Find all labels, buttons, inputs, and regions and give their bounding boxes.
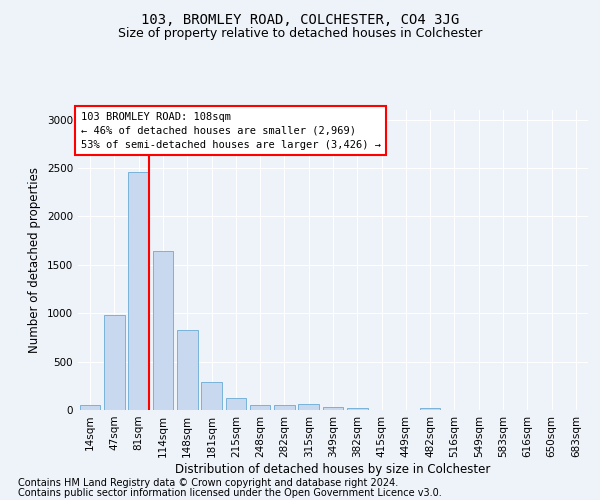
- Bar: [274, 404, 295, 410]
- Bar: [128, 172, 149, 410]
- Text: Size of property relative to detached houses in Colchester: Size of property relative to detached ho…: [118, 28, 482, 40]
- Bar: [104, 315, 125, 410]
- Bar: [80, 405, 100, 410]
- Text: 103, BROMLEY ROAD, COLCHESTER, CO4 3JG: 103, BROMLEY ROAD, COLCHESTER, CO4 3JG: [141, 12, 459, 26]
- Y-axis label: Number of detached properties: Number of detached properties: [28, 167, 41, 353]
- Bar: [347, 408, 368, 410]
- Bar: [323, 407, 343, 410]
- X-axis label: Distribution of detached houses by size in Colchester: Distribution of detached houses by size …: [175, 462, 491, 475]
- Text: Contains public sector information licensed under the Open Government Licence v3: Contains public sector information licen…: [18, 488, 442, 498]
- Bar: [298, 404, 319, 410]
- Bar: [152, 252, 173, 410]
- Bar: [201, 382, 222, 410]
- Bar: [250, 404, 271, 410]
- Bar: [226, 398, 246, 410]
- Text: 103 BROMLEY ROAD: 108sqm
← 46% of detached houses are smaller (2,969)
53% of sem: 103 BROMLEY ROAD: 108sqm ← 46% of detach…: [80, 112, 380, 150]
- Bar: [177, 330, 197, 410]
- Text: Contains HM Land Registry data © Crown copyright and database right 2024.: Contains HM Land Registry data © Crown c…: [18, 478, 398, 488]
- Bar: [420, 408, 440, 410]
